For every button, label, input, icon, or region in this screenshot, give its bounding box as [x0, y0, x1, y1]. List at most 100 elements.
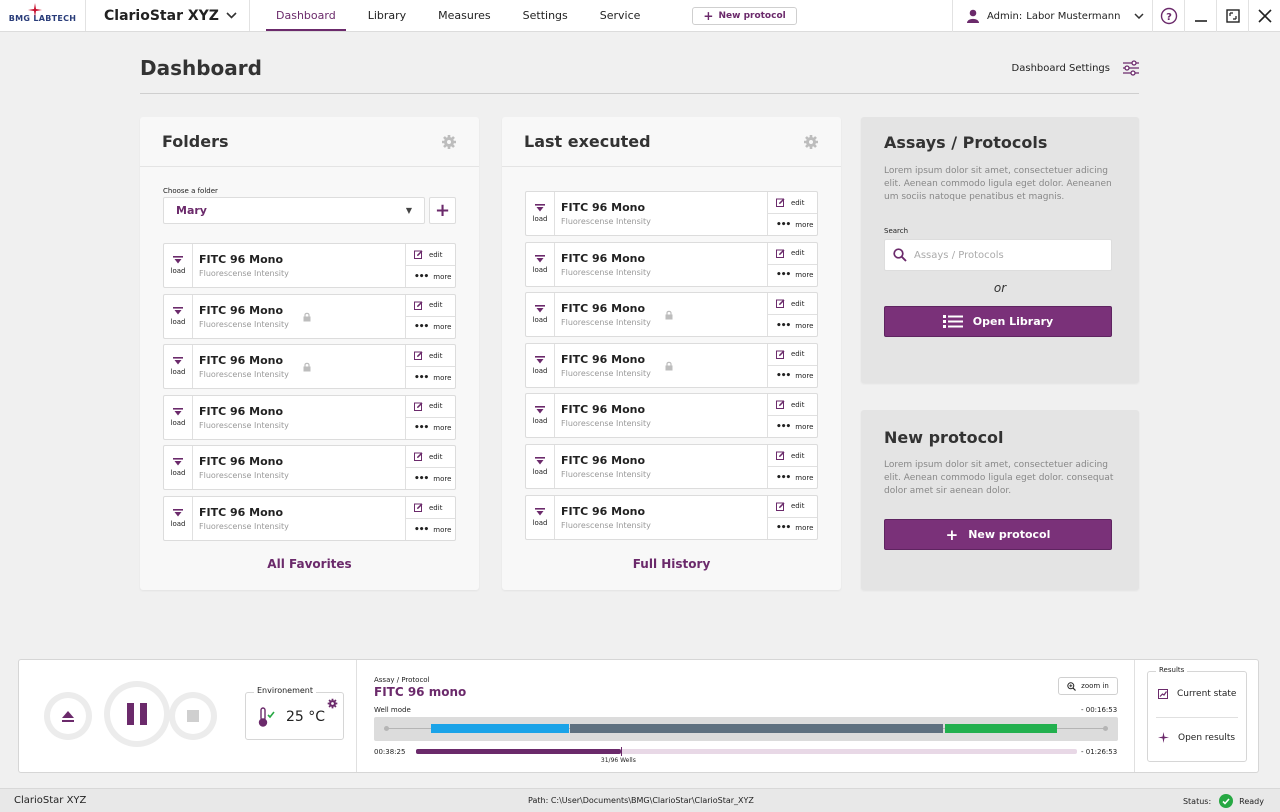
device-selector[interactable]: ClarioStar XYZ [86, 0, 250, 31]
load-button[interactable]: load [526, 242, 555, 286]
more-dots-icon: ••• [776, 371, 791, 382]
edit-button[interactable]: edit [406, 446, 455, 467]
item-info[interactable]: FITC 96 Mono Fluorescense Intensity [555, 496, 767, 539]
add-folder-button[interactable]: + [429, 197, 456, 224]
current-state-button[interactable]: Current state [1158, 689, 1236, 699]
more-button[interactable]: ••• more [768, 364, 817, 387]
edit-button[interactable]: edit [768, 344, 817, 365]
edit-label: edit [791, 350, 805, 359]
load-button[interactable]: load [526, 495, 555, 539]
load-button[interactable]: load [526, 192, 555, 235]
eject-button[interactable] [50, 698, 86, 734]
remaining-time: - 01:26:53 [1081, 748, 1118, 756]
gear-icon[interactable] [803, 134, 819, 150]
item-subtitle: Fluorescense Intensity [199, 370, 289, 380]
new-protocol-button[interactable]: + New protocol [884, 519, 1112, 550]
edit-button[interactable]: edit [406, 345, 455, 366]
more-button[interactable]: ••• more [768, 213, 817, 235]
item-info[interactable]: FITC 96 Mono Fluorescense Intensity [193, 396, 405, 439]
more-button[interactable]: ••• more [768, 415, 817, 437]
nav-item-service[interactable]: Service [599, 9, 641, 22]
nav-item-measures[interactable]: Measures [438, 9, 491, 22]
or-separator: or [993, 281, 1007, 295]
edit-button[interactable]: edit [768, 496, 817, 517]
item-info[interactable]: FITC 96 Mono Fluorescense Intensity [555, 192, 767, 235]
item-info[interactable]: FITC 96 Mono Fluorescense Intensity [193, 345, 405, 388]
more-button[interactable]: ••• more [406, 265, 455, 287]
more-button[interactable]: ••• more [406, 467, 455, 489]
edit-button[interactable]: edit [406, 295, 455, 316]
open-library-button[interactable]: Open Library [884, 306, 1112, 337]
search-input[interactable] [914, 249, 1104, 261]
timeline-segment [570, 724, 944, 733]
more-button[interactable]: ••• more [768, 516, 817, 539]
item-info[interactable]: FITC 96 Mono Fluorescense Intensity [555, 243, 767, 286]
edit-button[interactable]: edit [768, 243, 817, 264]
help-button[interactable]: ? [1152, 0, 1184, 32]
more-button[interactable]: ••• more [406, 366, 455, 388]
item-info[interactable]: FITC 96 Mono Fluorescense Intensity [555, 293, 767, 336]
load-button[interactable]: load [526, 394, 555, 438]
dashboard-settings-button[interactable]: Dashboard Settings [1012, 60, 1140, 76]
assays-card: Assays / Protocols Lorem ipsum dolor sit… [861, 117, 1139, 383]
edit-button[interactable]: edit [768, 394, 817, 415]
pause-button[interactable] [110, 687, 164, 741]
edit-label: edit [791, 299, 805, 308]
maximize-button[interactable] [1216, 0, 1248, 32]
edit-button[interactable]: edit [406, 396, 455, 417]
new-protocol-card: New protocol Lorem ipsum dolor sit amet,… [861, 410, 1139, 590]
item-info[interactable]: FITC 96 Mono Fluorescense Intensity [555, 394, 767, 437]
full-history-link[interactable]: Full History [632, 557, 711, 571]
edit-button[interactable]: edit [406, 244, 455, 265]
item-info[interactable]: FITC 96 Mono Fluorescense Intensity [193, 497, 405, 540]
edit-button[interactable]: edit [768, 192, 817, 213]
folder-select[interactable]: Mary ▼ [163, 197, 425, 224]
item-info[interactable]: FITC 96 Mono Fluorescense Intensity [193, 446, 405, 489]
edit-button[interactable]: edit [768, 293, 817, 314]
more-button[interactable]: ••• more [768, 263, 817, 286]
more-button[interactable]: ••• more [768, 466, 817, 488]
folders-card: Folders Choose a folder Mary ▼ + load FIT… [140, 117, 479, 590]
load-button[interactable]: load [164, 497, 193, 540]
load-button[interactable]: load [164, 294, 193, 338]
user-menu[interactable]: Admin: Labor Mustermann [952, 0, 1152, 32]
item-info[interactable]: FITC 96 Mono Fluorescense Intensity [555, 344, 767, 387]
last-executed-title: Last executed [524, 132, 651, 151]
search-box[interactable] [884, 239, 1112, 271]
item-subtitle: Fluorescense Intensity [199, 269, 289, 278]
item-info[interactable]: FITC 96 Mono Fluorescense Intensity [193, 295, 405, 338]
minimize-button[interactable] [1184, 0, 1216, 32]
gear-icon[interactable] [441, 134, 457, 150]
edit-button[interactable]: edit [406, 497, 455, 518]
load-button[interactable]: load [526, 445, 555, 488]
load-button[interactable]: load [164, 345, 193, 389]
edit-button[interactable]: edit [768, 445, 817, 466]
close-button[interactable] [1248, 0, 1280, 32]
open-results-button[interactable]: Open results [1158, 732, 1235, 743]
load-button[interactable]: load [526, 293, 555, 337]
environment-label: Environement [254, 686, 317, 695]
item-name: FITC 96 Mono [561, 302, 646, 316]
zoom-in-button[interactable]: zoom in [1058, 677, 1118, 695]
more-button[interactable]: ••• more [406, 518, 455, 540]
load-button[interactable]: load [526, 343, 555, 387]
new-protocol-nav-button[interactable]: + New protocol [692, 6, 797, 25]
lock-icon [303, 362, 311, 372]
nav-item-library[interactable]: Library [367, 9, 407, 22]
stop-button[interactable] [175, 698, 211, 734]
nav-item-dashboard[interactable]: Dashboard [266, 0, 346, 31]
more-button[interactable]: ••• more [406, 416, 455, 439]
load-button[interactable]: load [164, 446, 193, 490]
chevron-down-icon [1134, 13, 1144, 19]
item-info[interactable]: FITC 96 Mono Fluorescense Intensity [193, 244, 405, 287]
item-info[interactable]: FITC 96 Mono Fluorescense Intensity [555, 445, 767, 488]
load-button[interactable]: load [164, 244, 193, 287]
more-button[interactable]: ••• more [406, 315, 455, 338]
gear-icon[interactable] [327, 698, 338, 709]
nav-item-settings[interactable]: Settings [522, 9, 568, 22]
all-favorites-link[interactable]: All Favorites [267, 557, 352, 571]
edit-label: edit [791, 451, 805, 460]
list-item: load FITC 96 Mono Fluorescense Intensity ed… [525, 393, 818, 439]
more-button[interactable]: ••• more [768, 314, 817, 336]
load-button[interactable]: load [164, 395, 193, 439]
